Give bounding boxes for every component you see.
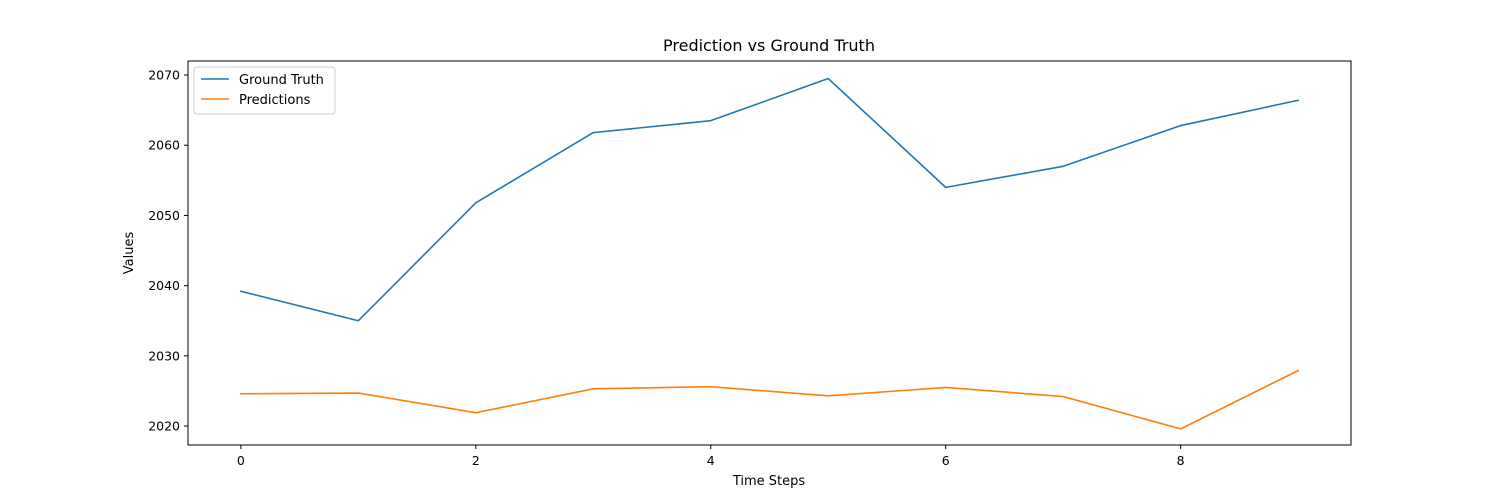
x-tick-label-2: 2 — [472, 453, 480, 468]
legend-box — [193, 66, 336, 115]
legend: Ground Truth Predictions — [193, 66, 336, 115]
x-tick-label-8: 8 — [1177, 453, 1185, 468]
y-tick-label-2030: 2030 — [148, 348, 180, 363]
y-tick-label-2060: 2060 — [148, 138, 180, 153]
x-tick-label-4: 4 — [707, 453, 715, 468]
y-axis-ticks: 2020 2030 2040 2050 2060 2070 — [148, 68, 188, 434]
y-axis-label: Values — [122, 232, 137, 275]
x-tick-label-0: 0 — [237, 453, 245, 468]
legend-label-ground-truth: Ground Truth — [239, 73, 324, 88]
series-layer — [239, 77, 1300, 430]
y-tick-label-2070: 2070 — [148, 68, 180, 83]
legend-label-predictions: Predictions — [239, 93, 311, 108]
y-tick-label-2040: 2040 — [148, 278, 180, 293]
chart-title: Prediction vs Ground Truth — [663, 36, 875, 55]
series-line-predictions — [240, 369, 1300, 430]
x-axis-label: Time Steps — [732, 474, 806, 489]
plot-area-frame — [187, 60, 1352, 446]
x-tick-label-6: 6 — [942, 453, 950, 468]
x-axis-ticks: 0 2 4 6 8 — [237, 445, 1185, 468]
series-line-ground-truth — [239, 77, 1300, 322]
y-tick-label-2020: 2020 — [148, 419, 180, 434]
y-tick-label-2050: 2050 — [148, 208, 180, 223]
